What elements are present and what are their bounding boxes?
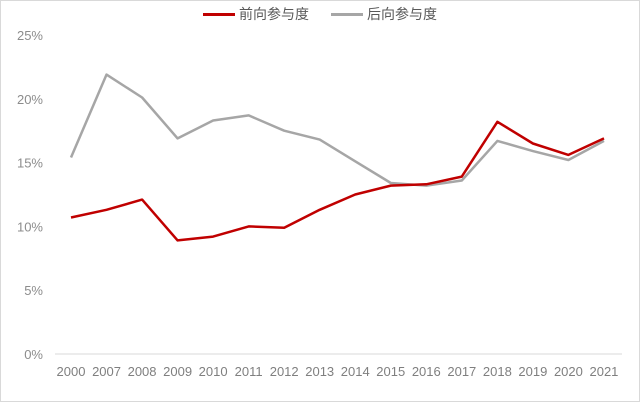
legend: 前向参与度 后向参与度 (0, 4, 640, 24)
legend-swatch-forward (203, 12, 235, 16)
x-tick-label: 2020 (554, 364, 583, 379)
x-tick-label: 2009 (163, 364, 192, 379)
x-tick-label: 2011 (235, 364, 263, 379)
x-tick-label: 2016 (412, 364, 441, 379)
series-line-forward (70, 120, 605, 242)
x-tick-label: 2007 (92, 364, 121, 379)
y-tick-label: 10% (17, 219, 43, 234)
legend-label-backward: 后向参与度 (367, 6, 437, 22)
series-line-backward (69, 73, 605, 187)
x-tick-label: 2019 (518, 364, 547, 379)
y-tick-label: 15% (17, 156, 43, 171)
legend-item-forward: 前向参与度 (203, 4, 309, 24)
y-tick-label: 20% (17, 92, 43, 107)
x-tick-label: 2021 (589, 364, 618, 379)
x-tick-label: 2015 (376, 364, 405, 379)
x-axis: 2000 2007 2008 2009 2010 2011 2012 2013 2014 2015… (57, 364, 619, 379)
legend-swatch-backward (331, 12, 363, 16)
x-tick-label: 2012 (270, 364, 299, 379)
series-lines (69, 73, 605, 242)
x-tick-label: 2017 (447, 364, 476, 379)
x-tick-label: 2018 (483, 364, 512, 379)
legend-label-forward: 前向参与度 (239, 6, 309, 22)
y-tick-label: 5% (24, 283, 43, 298)
y-tick-label: 25% (17, 28, 43, 43)
y-tick-label: 0% (24, 347, 43, 362)
x-tick-label: 2008 (128, 364, 157, 379)
x-tick-label: 2010 (199, 364, 228, 379)
x-tick-label: 2013 (305, 364, 334, 379)
legend-item-backward: 后向参与度 (331, 4, 437, 24)
x-tick-label: 2014 (341, 364, 370, 379)
y-axis: 0% 5% 10% 15% 20% 25% (17, 28, 43, 362)
x-tick-label: 2000 (57, 364, 86, 379)
